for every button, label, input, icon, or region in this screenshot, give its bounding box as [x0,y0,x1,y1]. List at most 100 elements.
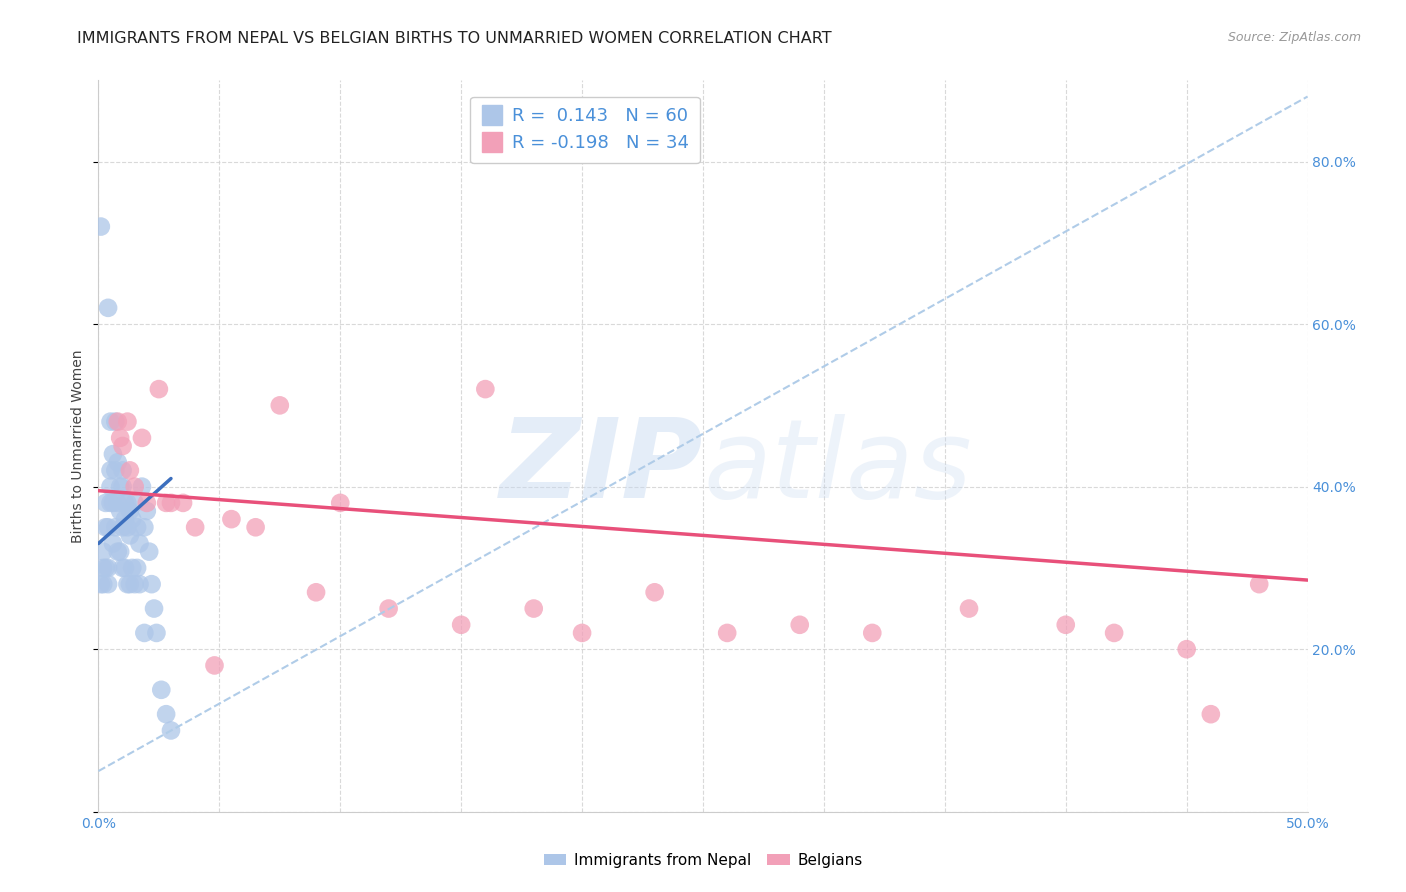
Point [90,219,112,234]
Legend: R =  0.143   N = 60, R = -0.198   N = 34: R = 0.143 N = 60, R = -0.198 N = 34 [470,96,700,163]
Point [148,382,170,396]
Y-axis label: Births to Unmarried Women: Births to Unmarried Women [72,350,86,542]
Point [118,504,141,518]
Point [644,585,666,599]
Point [94,561,117,575]
Point [571,626,593,640]
Point [108,431,131,445]
Point [111,480,134,494]
Point [716,626,738,640]
Point [107,415,129,429]
Point [108,480,131,494]
Point [138,544,160,558]
Point [1249,577,1271,591]
Text: ZIP: ZIP [499,415,703,522]
Point [100,415,122,429]
Point [134,520,156,534]
Point [118,528,141,542]
Point [221,512,243,526]
Point [111,439,134,453]
Point [114,561,136,575]
Point [377,601,399,615]
Point [1199,707,1222,722]
Point [204,658,226,673]
Point [131,431,153,445]
Point [155,496,177,510]
Point [269,398,291,412]
Point [131,480,153,494]
Point [450,617,472,632]
Point [100,463,122,477]
Point [127,520,149,534]
Point [128,536,150,550]
Point [104,463,127,477]
Point [184,520,207,534]
Point [118,463,141,477]
Point [117,496,139,510]
Point [135,504,157,518]
Point [474,382,496,396]
Point [1175,642,1198,657]
Point [97,577,120,591]
Point [1054,617,1077,632]
Point [90,577,112,591]
Point [523,601,546,615]
Point [245,520,267,534]
Point [104,415,127,429]
Point [143,601,166,615]
Point [111,463,134,477]
Point [160,723,183,738]
Point [107,496,129,510]
Point [121,561,143,575]
Point [94,520,117,534]
Point [107,544,129,558]
Point [91,561,114,575]
Point [97,520,120,534]
Point [150,682,173,697]
Point [124,496,146,510]
Point [117,577,139,591]
Point [101,536,124,550]
Point [114,496,136,510]
Point [117,415,139,429]
Point [124,577,146,591]
Point [108,504,131,518]
Point [789,617,811,632]
Point [121,512,143,526]
Point [91,577,114,591]
Point [107,455,129,469]
Point [860,626,883,640]
Point [114,512,136,526]
Point [172,496,194,510]
Point [118,577,141,591]
Point [108,544,131,558]
Point [134,626,156,640]
Point [104,520,127,534]
Point [101,447,124,461]
Point [141,577,163,591]
Point [117,520,139,534]
Point [101,496,124,510]
Point [1102,626,1125,640]
Point [305,585,328,599]
Point [124,480,146,494]
Text: Source: ZipAtlas.com: Source: ZipAtlas.com [1227,31,1361,45]
Point [94,496,117,510]
Point [957,601,980,615]
Point [111,520,134,534]
Point [100,496,122,510]
Point [91,544,114,558]
Point [135,496,157,510]
Point [329,496,352,510]
Point [128,577,150,591]
Point [97,301,120,315]
Point [145,626,167,640]
Point [127,561,149,575]
Legend: Immigrants from Nepal, Belgians: Immigrants from Nepal, Belgians [537,847,869,873]
Text: atlas: atlas [703,415,972,522]
Point [160,496,183,510]
Point [100,480,122,494]
Point [97,561,120,575]
Text: IMMIGRANTS FROM NEPAL VS BELGIAN BIRTHS TO UNMARRIED WOMEN CORRELATION CHART: IMMIGRANTS FROM NEPAL VS BELGIAN BIRTHS … [77,31,832,46]
Point [155,707,177,722]
